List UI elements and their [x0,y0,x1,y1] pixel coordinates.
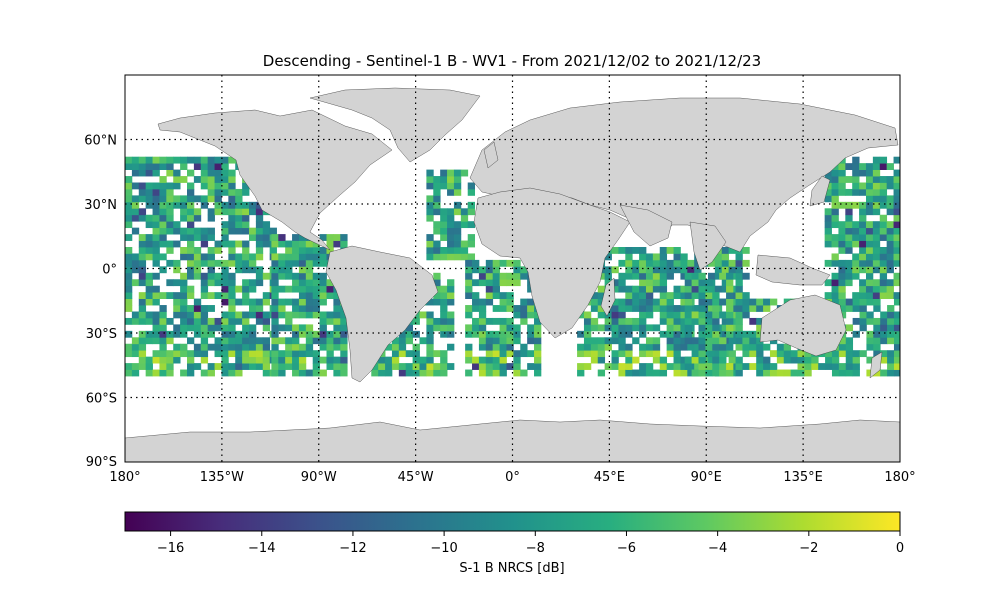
longitude-label: 45°E [594,470,625,485]
land-antarctica [125,419,900,462]
colorbar-tick-label: −10 [430,541,457,556]
longitude-label: 135°W [200,470,244,485]
land-africa [473,187,631,339]
latitude-label: 60°S [86,392,117,407]
colorbar-tick-label: −14 [248,541,275,556]
longitude-label: 0° [505,470,520,485]
longitude-label: 90°W [301,470,337,485]
map-area [125,75,900,462]
land-layer [125,87,900,462]
land-madagascar [600,277,616,317]
colorbar-tick-label: −16 [157,541,184,556]
latitude-label: 0° [102,263,117,278]
land-uk [483,141,499,169]
map-title: Descending - Sentinel-1 B - WV1 - From 2… [263,52,761,70]
colorbar-tick-label: −12 [339,541,366,556]
colorbar-ticks: −16 −14 −12 −10 −8 −6 −4 −2 0 [157,531,904,556]
longitude-label: 90°E [691,470,722,485]
land-south-america [325,245,439,383]
land-borneo-indonesia [755,254,831,286]
graticule [125,75,900,462]
latitude-label: 30°N [84,198,117,213]
latitude-label: 60°N [84,134,117,149]
land-new-zealand [869,351,883,379]
map-frame [124,74,901,463]
latitude-label: 30°S [86,327,117,342]
colorbar-label: S-1 B NRCS [dB] [459,561,564,576]
land-japan [809,175,831,207]
colorbar-tick-label: −2 [799,541,818,556]
land-north-america [157,109,393,251]
land-greenland [309,87,481,163]
colorbar-tick-label: 0 [896,541,904,556]
latitude-label: 90°S [86,455,117,470]
colorbar-tick-label: −8 [526,541,545,556]
land-arabia [619,204,673,247]
colorbar-gradient [124,511,901,532]
colorbar-tick-label: −4 [708,541,727,556]
longitude-labels: 180° 135°W 90°W 45°W 0° 45°E 90°E 135°E 180° [109,470,915,485]
latitude-labels: 60°N 30°N 0° 30°S 60°S 90°S [84,134,117,471]
longitude-label: 45°W [398,470,434,485]
longitude-label: 180° [109,470,140,485]
colorbar: −16 −14 −12 −10 −8 −6 −4 −2 0 S-1 B NRCS [dB] [124,511,904,576]
land-india [689,221,727,271]
longitude-label: 135°E [783,470,823,485]
land-eurasia [469,97,899,253]
land-australia [759,294,847,357]
colorbar-tick-label: −6 [617,541,636,556]
longitude-label: 180° [884,470,915,485]
